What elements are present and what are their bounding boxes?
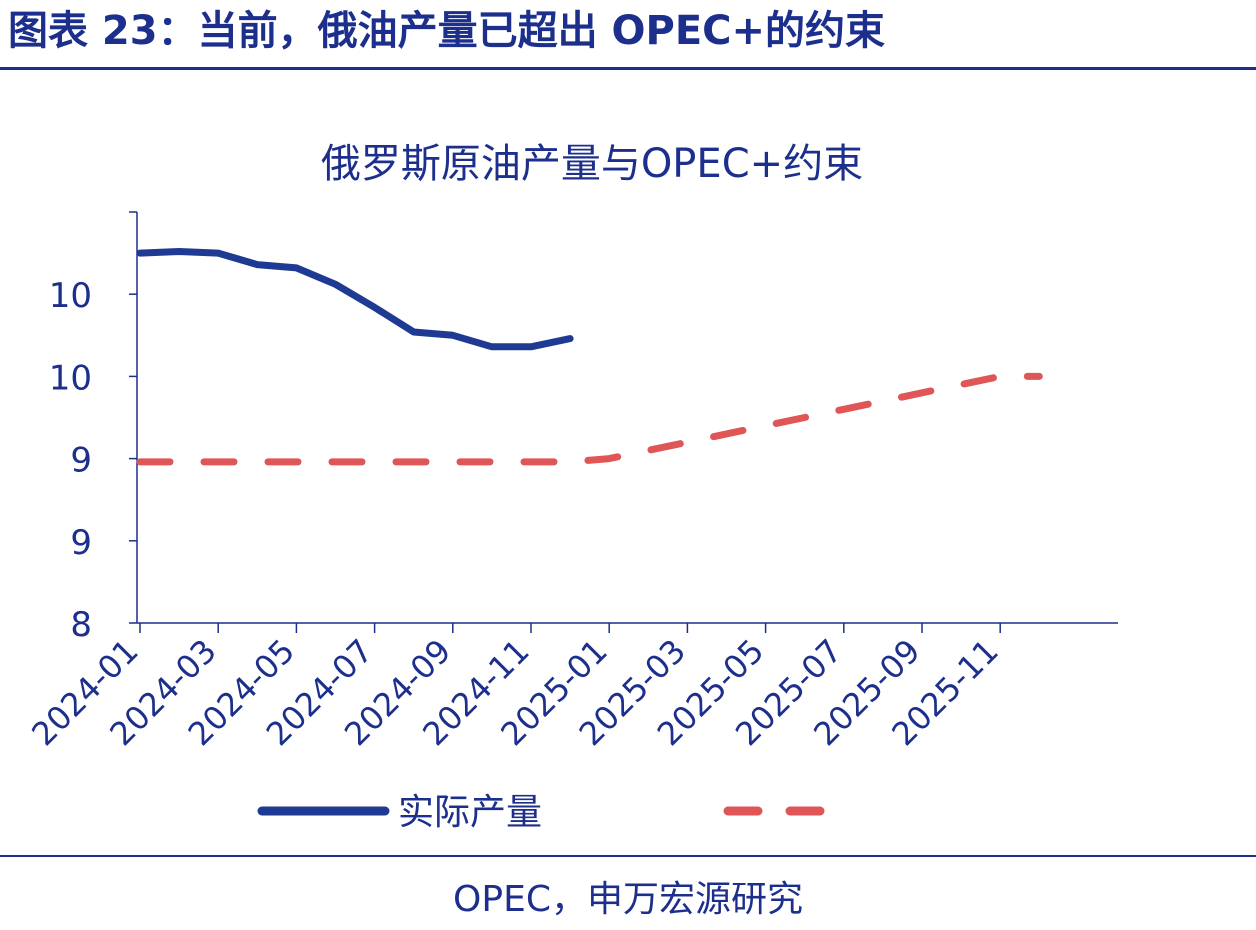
axes: 89910102024-012024-032024-052024-072024-…	[24, 211, 1118, 753]
header-bar: 图表 23：当前，俄油产量已超出 OPEC+的约束	[0, 0, 1256, 70]
y-tick-label: 10	[49, 276, 92, 316]
legend-label-actual: 实际产量	[398, 792, 542, 833]
figure-title: 图表 23：当前，俄油产量已超出 OPEC+的约束	[8, 8, 886, 54]
y-tick-label: 10	[49, 358, 92, 398]
series-line-actual	[136, 248, 574, 351]
chart-title: 俄罗斯原油产量与OPEC+约束	[321, 141, 863, 187]
y-tick-label: 8	[70, 605, 92, 645]
y-tick-label: 9	[70, 523, 92, 563]
series-line-constraint	[136, 372, 1043, 466]
series-lines	[136, 248, 1043, 466]
legend: 实际产量	[257, 792, 835, 833]
chart: 俄罗斯原油产量与OPEC+约束 89910102024-012024-03202…	[24, 141, 1118, 833]
footer-divider	[0, 855, 1256, 857]
source-note: OPEC，申万宏源研究	[453, 879, 803, 920]
y-tick-label: 9	[70, 441, 92, 481]
